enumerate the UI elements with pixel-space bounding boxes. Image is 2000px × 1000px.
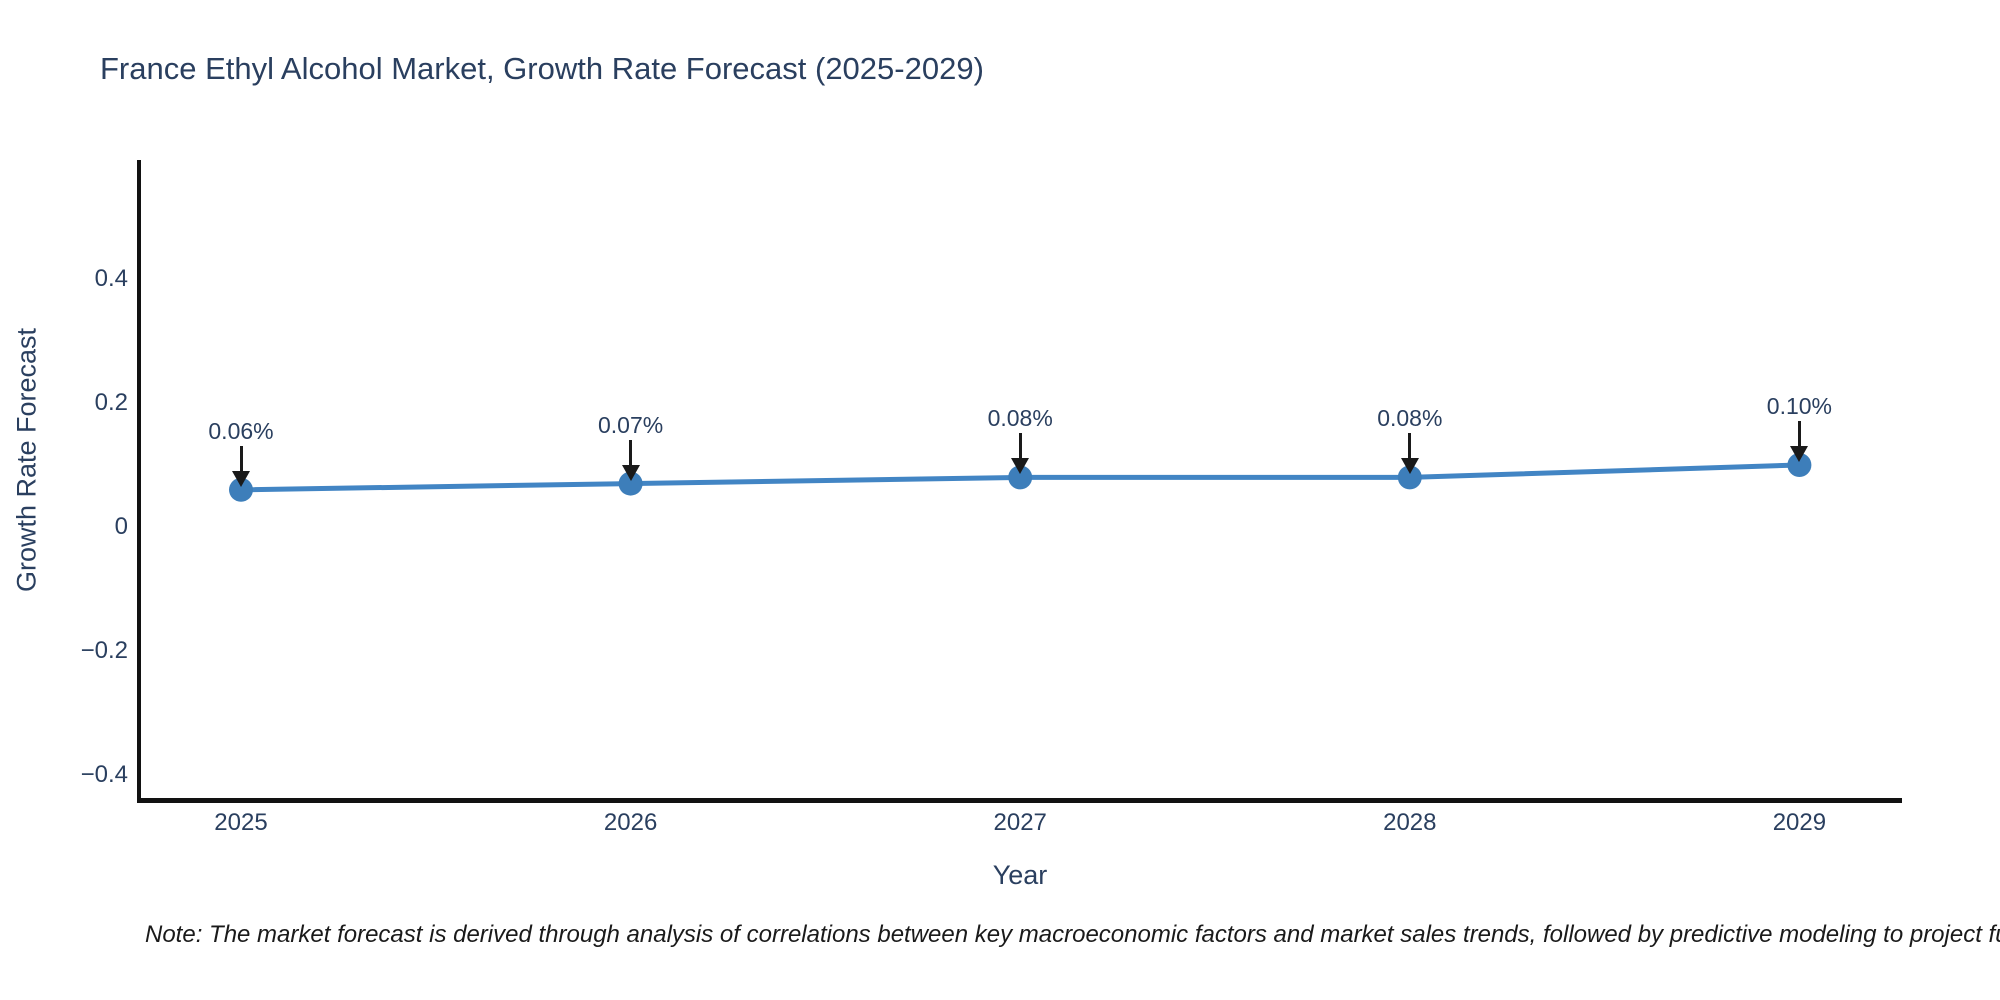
y-tick-label: 0 bbox=[114, 513, 128, 540]
annotation-arrowhead-icon bbox=[232, 470, 250, 487]
y-tick-label: 0.2 bbox=[94, 389, 128, 416]
y-tick-label: −0.4 bbox=[80, 761, 128, 788]
data-point-label: 0.10% bbox=[1766, 393, 1832, 419]
annotation-arrowhead-icon bbox=[621, 464, 640, 481]
annotation-arrowhead-icon bbox=[1790, 446, 1809, 462]
annotation-arrowhead-icon bbox=[1400, 458, 1419, 475]
x-tick-label: 2029 bbox=[1772, 809, 1827, 836]
data-point-label: 0.06% bbox=[208, 417, 274, 444]
annotation-arrow-line bbox=[629, 439, 633, 468]
y-axis-line bbox=[137, 160, 141, 803]
x-tick-label: 2025 bbox=[214, 809, 268, 836]
annotation-arrow-line bbox=[239, 445, 243, 474]
x-axis-line bbox=[137, 798, 1902, 803]
annotation-arrow-line bbox=[1018, 433, 1022, 462]
y-tick-label: −0.2 bbox=[80, 637, 128, 664]
x-tick-label: 2027 bbox=[993, 809, 1047, 836]
x-tick-label: 2026 bbox=[603, 809, 658, 836]
annotation-arrow-line bbox=[1797, 421, 1801, 449]
data-point-label: 0.08% bbox=[1377, 405, 1443, 432]
annotation-arrowhead-icon bbox=[1011, 458, 1030, 475]
chart-title: France Ethyl Alcohol Market, Growth Rate… bbox=[100, 51, 984, 86]
footnote: Note: The market forecast is derived thr… bbox=[145, 921, 2000, 948]
data-point-label: 0.08% bbox=[987, 405, 1053, 432]
x-tick-label: 2028 bbox=[1383, 809, 1437, 836]
annotation-arrow-line bbox=[1408, 433, 1412, 462]
x-axis-title: Year bbox=[992, 860, 1048, 890]
y-tick-label: 0.4 bbox=[94, 265, 128, 292]
data-point-label: 0.07% bbox=[597, 411, 664, 438]
